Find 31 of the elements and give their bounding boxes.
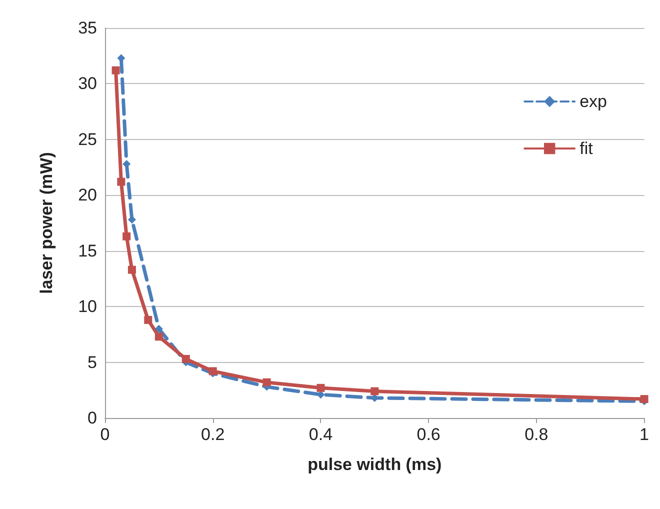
- x-tick-label: 0: [100, 425, 110, 444]
- point: [182, 354, 190, 363]
- point: [144, 316, 152, 324]
- point: [128, 266, 136, 274]
- y-tick-label: 15: [78, 241, 97, 260]
- y-tick-label: 5: [88, 352, 97, 372]
- point: [112, 66, 120, 74]
- x-tick-label: 0.4: [308, 425, 333, 444]
- y-tick-label: 0: [88, 408, 97, 428]
- point: [122, 232, 131, 240]
- x-axis-title: pulse width (ms): [308, 455, 442, 474]
- point: [154, 332, 163, 341]
- y-tick-label: 20: [78, 186, 97, 205]
- legend-label: fit: [580, 139, 594, 158]
- point: [154, 324, 163, 333]
- x-tick-label: 0.8: [524, 425, 548, 444]
- y-tick-label: 35: [78, 18, 97, 38]
- y-axis-title: laser power (mW): [37, 152, 56, 294]
- point: [316, 384, 325, 392]
- point: [122, 160, 131, 168]
- point: [370, 387, 379, 396]
- x-tick-label: 0.6: [416, 425, 440, 444]
- point: [128, 216, 136, 224]
- point: [262, 378, 271, 386]
- legend-label: exp: [580, 92, 608, 111]
- y-tick-label: 10: [78, 297, 97, 316]
- x-tick-label: 1: [640, 425, 650, 444]
- x-tick-label: 0.2: [201, 425, 225, 444]
- y-tick-label: 25: [78, 130, 97, 149]
- point: [117, 178, 126, 186]
- y-tick-label: 30: [78, 74, 97, 94]
